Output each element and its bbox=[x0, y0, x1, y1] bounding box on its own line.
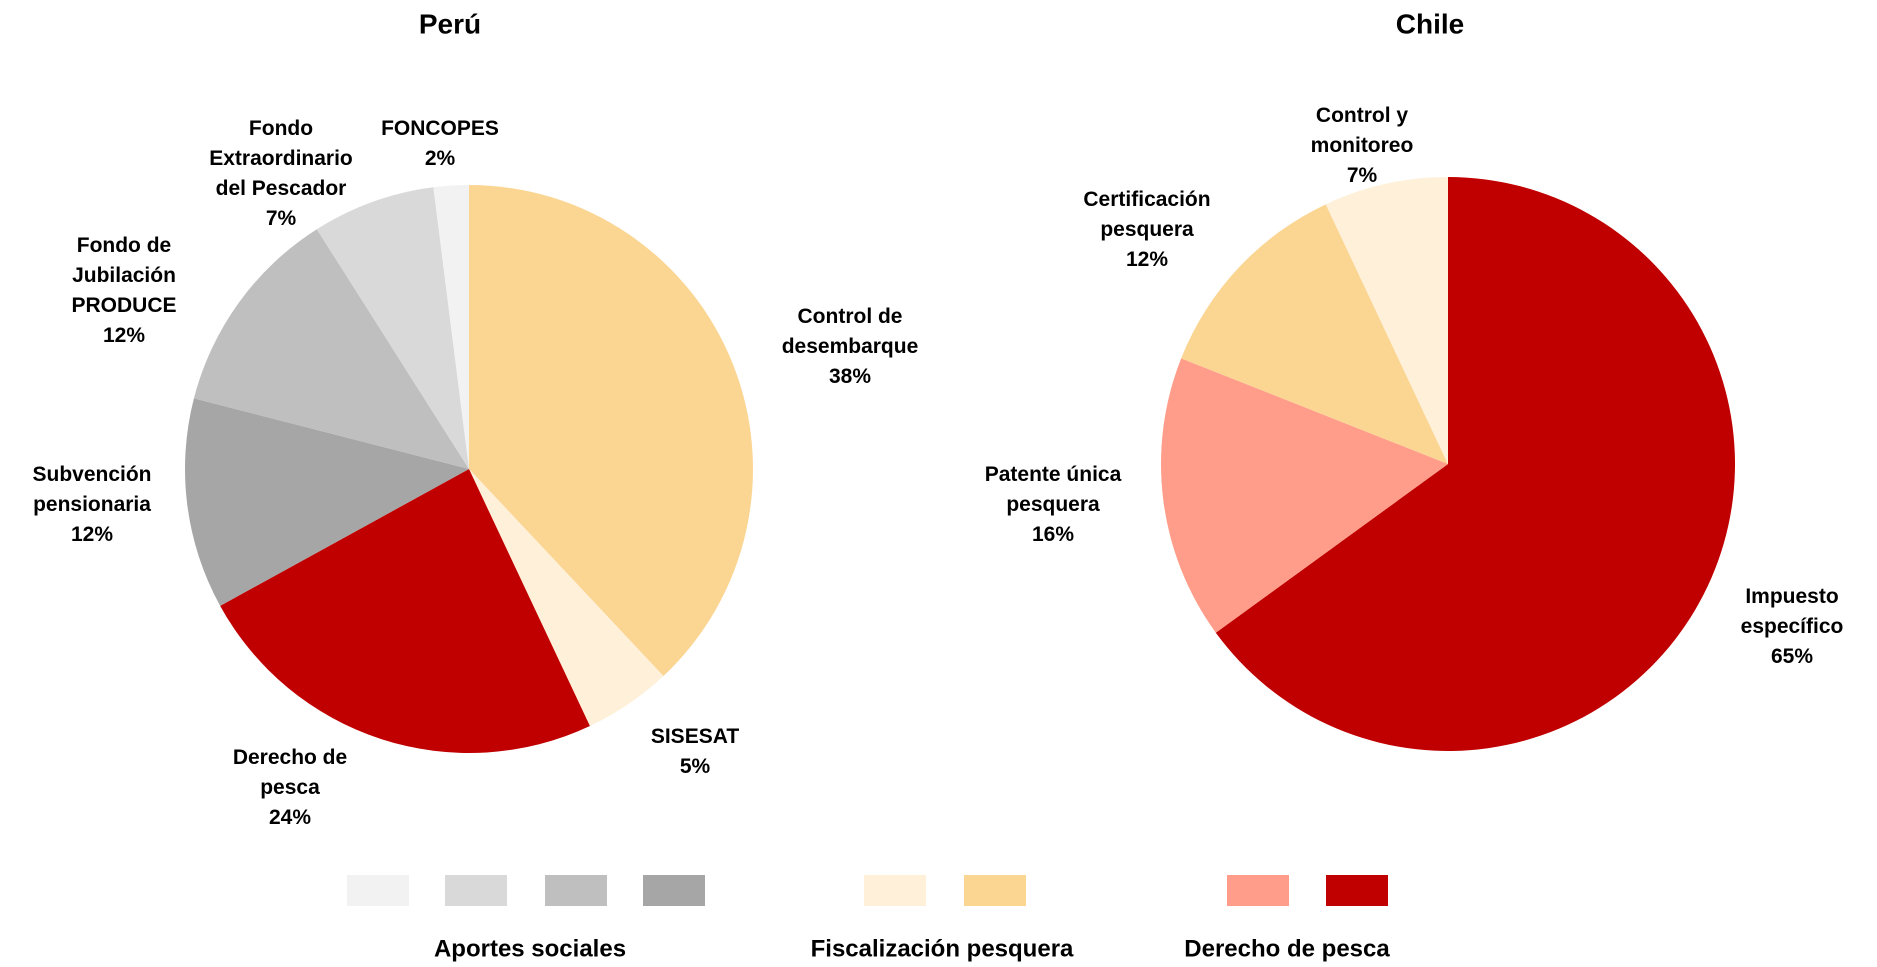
pie-slice bbox=[469, 469, 664, 726]
pie-slice bbox=[185, 398, 470, 606]
slice-value: 12% bbox=[102, 324, 146, 347]
legend-swatch bbox=[964, 875, 1026, 906]
pie-slice bbox=[220, 469, 590, 754]
pie-slice bbox=[1161, 358, 1448, 633]
slice-value: 65% bbox=[1770, 645, 1814, 668]
slice-name: SISESAT bbox=[650, 725, 740, 748]
slice-label: Impuesto específico 65% bbox=[1732, 582, 1852, 672]
legend-swatch bbox=[864, 875, 926, 906]
pie-slice bbox=[316, 187, 469, 469]
slice-value: 12% bbox=[70, 523, 114, 546]
legend-swatch bbox=[1227, 875, 1289, 906]
slice-value: 38% bbox=[828, 365, 872, 388]
legend-swatch bbox=[643, 875, 705, 906]
slice-label: Fondo de Jubilación PRODUCE 12% bbox=[62, 231, 187, 351]
slice-value: 24% bbox=[268, 806, 312, 829]
slice-label: SISESAT 5% bbox=[635, 722, 755, 782]
legend-swatch bbox=[445, 875, 507, 906]
legend-swatch bbox=[1326, 875, 1388, 906]
slice-label: Derecho de pesca 24% bbox=[215, 743, 365, 833]
pie-slice bbox=[1215, 177, 1736, 752]
slice-label: Fondo Extraordinario del Pescador 7% bbox=[196, 114, 366, 234]
slice-label: FONCOPES 2% bbox=[375, 114, 505, 174]
legend-group-label: Fiscalización pesquera bbox=[811, 935, 1074, 962]
slice-value: 16% bbox=[1031, 523, 1075, 546]
slice-name: FONCOPES bbox=[381, 117, 499, 140]
slice-name: Fondo Extraordinario del Pescador bbox=[209, 117, 353, 200]
slice-value: 7% bbox=[265, 207, 297, 230]
chart-title: Perú bbox=[419, 8, 481, 39]
slice-name: Certificación pesquera bbox=[1083, 188, 1211, 241]
slice-label: Patente única pesquera 16% bbox=[966, 460, 1141, 550]
slice-value: 7% bbox=[1346, 164, 1378, 187]
slice-name: Patente única pesquera bbox=[984, 463, 1122, 516]
pie-slice bbox=[433, 185, 469, 469]
legend-group-label: Aportes sociales bbox=[434, 935, 626, 962]
slice-name: Subvención pensionaria bbox=[32, 463, 152, 516]
slice-value: 5% bbox=[679, 755, 711, 778]
slice-name: Derecho de pesca bbox=[232, 746, 348, 799]
legend-swatch bbox=[545, 875, 607, 906]
slice-name: Impuesto específico bbox=[1740, 585, 1844, 638]
slice-name: Fondo de Jubilación PRODUCE bbox=[71, 234, 177, 317]
slice-name: Control y monitoreo bbox=[1310, 104, 1414, 157]
slice-label: Control y monitoreo 7% bbox=[1302, 101, 1422, 191]
pie-slice bbox=[1325, 177, 1448, 464]
slice-value: 2% bbox=[424, 147, 456, 170]
chart-title: Chile bbox=[1396, 8, 1464, 39]
slice-name: Control de desembarque bbox=[781, 305, 919, 358]
legend-swatch bbox=[347, 875, 409, 906]
pie-slice bbox=[193, 229, 470, 469]
slice-value: 12% bbox=[1125, 248, 1169, 271]
pie-slice bbox=[1181, 204, 1448, 464]
slice-label: Subvención pensionaria 12% bbox=[5, 460, 180, 550]
pie-slice bbox=[469, 185, 753, 677]
slice-label: Certificación pesquera 12% bbox=[1065, 185, 1230, 275]
slice-label: Control de desembarque 38% bbox=[765, 302, 935, 392]
legend-group-label: Derecho de pesca bbox=[1184, 935, 1390, 962]
